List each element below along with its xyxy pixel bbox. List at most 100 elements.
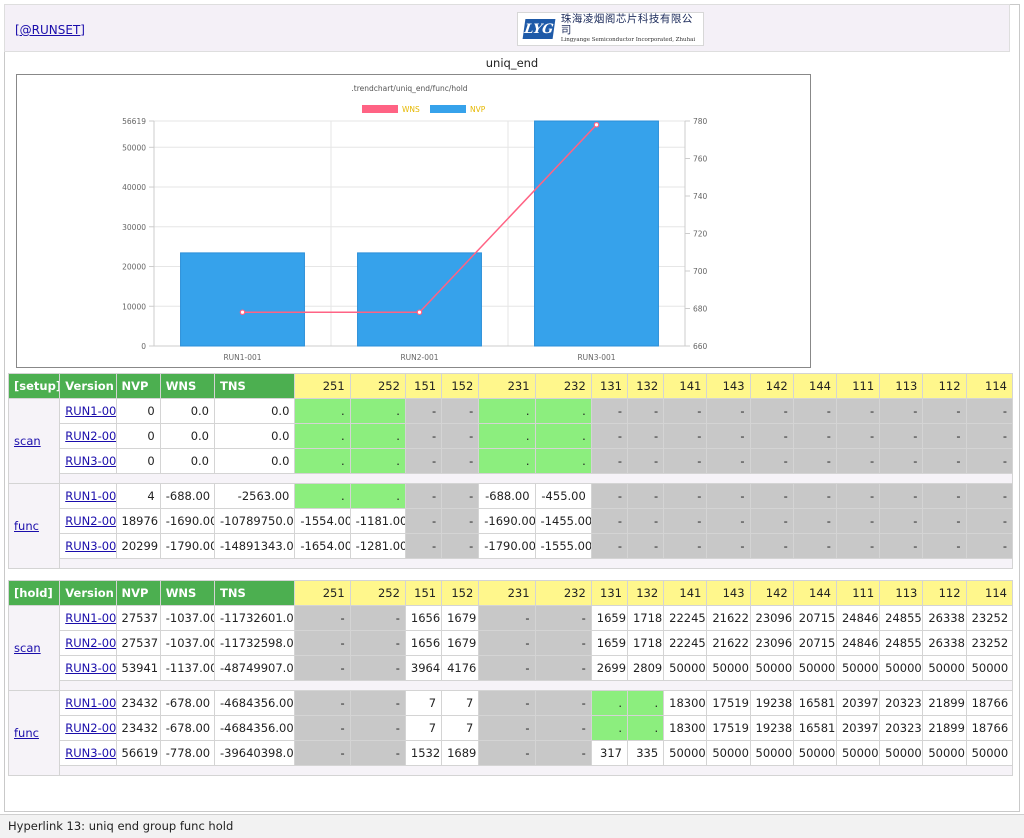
data-cell-231: -	[478, 655, 536, 681]
data-cell-141: -	[663, 423, 708, 449]
data-cell-144: 20715	[792, 630, 837, 656]
version-cell: RUN3-001	[59, 740, 117, 766]
data-cell-231: -	[478, 605, 536, 631]
data-cell-nvp: 56619	[115, 740, 161, 766]
data-cell-151: -	[404, 448, 443, 474]
version-link[interactable]: RUN2-001	[65, 514, 117, 528]
data-cell-nvp: 0	[115, 398, 161, 424]
table-row: funcRUN1-00123432-678.00-4684356.00--77-…	[7, 690, 1014, 776]
version-link[interactable]: RUN2-001	[65, 429, 117, 443]
data-cell-252: -	[349, 715, 406, 741]
data-cell-nvp: 18976	[115, 508, 161, 534]
column-header-251: 251	[294, 580, 351, 606]
version-cell: RUN3-001	[59, 448, 117, 474]
version-link[interactable]: RUN3-001	[65, 661, 117, 675]
group-cell: scan	[7, 398, 61, 484]
group-link-scan[interactable]: scan	[14, 434, 41, 448]
data-cell-151: 3964	[404, 655, 443, 681]
data-cell-152: -	[441, 508, 480, 534]
data-cell-wns: 0.0	[159, 398, 216, 424]
group-link-func[interactable]: func	[14, 726, 39, 740]
column-header-232: 232	[534, 373, 592, 399]
data-cell-231: -1790.00	[478, 533, 536, 559]
data-cell-wns: -1137.00	[159, 655, 216, 681]
data-cell-tns: -4684356.00	[213, 690, 296, 716]
data-cell-132: 1718	[626, 605, 665, 631]
y-tick-label-left: 0	[141, 342, 146, 351]
data-cell-tns: -39640398.00	[213, 740, 296, 766]
version-link[interactable]: RUN3-001	[65, 746, 117, 760]
data-cell-143: -	[706, 508, 751, 534]
data-cell-152: -	[441, 448, 480, 474]
column-header-251: 251	[294, 373, 351, 399]
data-cell-nvp: 23432	[115, 690, 161, 716]
version-link[interactable]: RUN2-001	[65, 636, 117, 650]
version-link[interactable]: RUN2-001	[65, 721, 117, 735]
data-cell-131: 1659	[590, 605, 628, 631]
data-cell-251: .	[294, 448, 351, 474]
data-cell-252: -	[349, 630, 406, 656]
version-link[interactable]: RUN1-001	[65, 404, 117, 418]
data-cell-114: 50000	[965, 740, 1014, 766]
group-link-func[interactable]: func	[14, 519, 39, 533]
data-cell-144: 16581	[792, 690, 837, 716]
data-cell-111: -	[835, 423, 881, 449]
group-cell: scan	[7, 605, 61, 691]
data-cell-112: -	[922, 533, 967, 559]
data-cell-152: 7	[441, 715, 480, 741]
data-cell-141: -	[663, 533, 708, 559]
data-cell-143: -	[706, 533, 751, 559]
data-cell-131: -	[590, 423, 628, 449]
data-cell-251: .	[294, 398, 351, 424]
data-cell-232: -	[534, 655, 592, 681]
data-cell-114: 18766	[965, 690, 1014, 716]
data-cell-144: -	[792, 398, 837, 424]
data-cell-131: -	[590, 508, 628, 534]
data-cell-132: -	[626, 483, 665, 509]
group-cell: func	[7, 690, 61, 776]
data-cell-144: -	[792, 508, 837, 534]
data-cell-wns: -678.00	[159, 715, 216, 741]
data-cell-nvp: 27537	[115, 605, 161, 631]
data-cell-151: -	[404, 533, 443, 559]
group-cell: func	[7, 483, 61, 569]
data-cell-132: -	[626, 448, 665, 474]
version-link[interactable]: RUN1-001	[65, 611, 117, 625]
data-cell-nvp: 20299	[115, 533, 161, 559]
data-cell-232: .	[534, 448, 592, 474]
column-header-144: 144	[792, 580, 837, 606]
version-link[interactable]: RUN3-001	[65, 539, 117, 553]
line-point-run2-001	[416, 309, 423, 316]
group-link-scan[interactable]: scan	[14, 641, 41, 655]
data-cell-143: -	[706, 483, 751, 509]
data-cell-111: -	[835, 398, 881, 424]
table-row: RUN2-00123432-678.00-4684356.00--77--..1…	[9, 715, 1014, 741]
table-row: funcRUN1-0014-688.00-2563.00..---688.00-…	[7, 483, 1014, 569]
data-cell-nvp: 27537	[115, 630, 161, 656]
column-header-232: 232	[534, 580, 592, 606]
data-cell-114: -	[965, 483, 1014, 509]
data-cell-132: 2809	[626, 655, 665, 681]
version-link[interactable]: RUN3-001	[65, 454, 117, 468]
data-cell-114: 18766	[965, 715, 1014, 741]
section-title: uniq_end	[485, 56, 539, 70]
data-cell-231: -	[478, 740, 536, 766]
data-cell-114: -	[965, 398, 1014, 424]
version-link[interactable]: RUN1-001	[65, 489, 117, 503]
data-cell-113: -	[879, 448, 924, 474]
data-cell-nvp: 23432	[115, 715, 161, 741]
data-cell-113: 50000	[879, 740, 924, 766]
version-link[interactable]: RUN1-001	[65, 696, 117, 710]
data-cell-151: -	[404, 483, 443, 509]
timing-table: [setup] Version NVP WNS TNS 251 252 151 152 231 23…	[7, 373, 1014, 776]
table-header-row: [setup] Version NVP WNS TNS 251 252 151 152 231 23…	[7, 373, 1014, 399]
column-header-114: 114	[965, 373, 1014, 399]
logo-company-name-en: Lingyange Semiconductor Incorporated, Zh…	[560, 37, 696, 44]
data-cell-151: 1656	[404, 605, 443, 631]
data-cell-142: -	[749, 508, 794, 534]
runset-link[interactable]: [@RUNSET]	[15, 23, 85, 37]
trend-chart: .trendchart/uniq_end/func/hold WNS NVP 5661…	[16, 74, 811, 368]
data-cell-144: 20715	[792, 605, 837, 631]
data-cell-111: 20397	[835, 715, 881, 741]
